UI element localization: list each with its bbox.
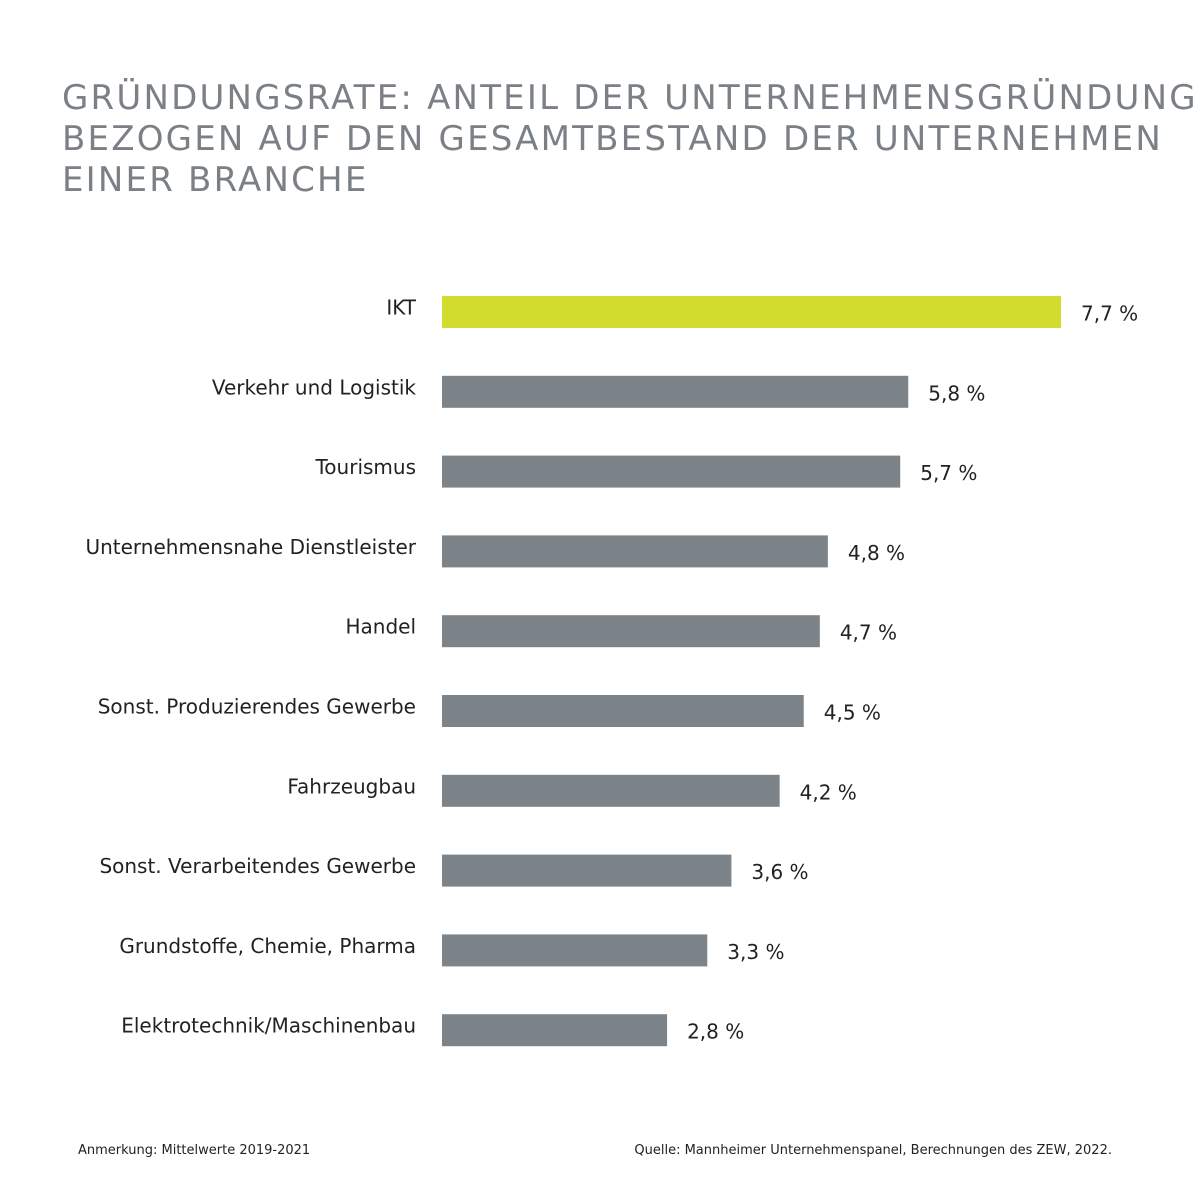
value-label-elektrotechnik-maschinenbau: 2,8 % bbox=[687, 1020, 744, 1044]
category-label-tourismus: Tourismus bbox=[314, 455, 416, 479]
bar-handel bbox=[442, 615, 820, 648]
chart-title-line-3: EINER BRANCHE bbox=[62, 160, 369, 200]
value-label-handel: 4,7 % bbox=[840, 621, 897, 645]
value-label-sonst-verarbeitendes-gewerbe: 3,6 % bbox=[751, 860, 808, 884]
value-label-tourismus: 5,7 % bbox=[920, 461, 977, 485]
value-label-sonst-produzierendes-gewerbe: 4,5 % bbox=[824, 701, 881, 725]
bar-tourismus bbox=[442, 455, 901, 488]
bar-fahrzeugbau bbox=[442, 774, 780, 807]
value-label-fahrzeugbau: 4,2 % bbox=[800, 780, 857, 804]
chart-title-line-2: BEZOGEN AUF DEN GESAMTBESTAND DER UNTERN… bbox=[62, 119, 1163, 159]
category-label-unternehmensnahe-dienstleister: Unternehmensnahe Dienstleister bbox=[85, 535, 416, 559]
bar-ikt bbox=[442, 296, 1061, 328]
value-label-unternehmensnahe-dienstleister: 4,8 % bbox=[848, 541, 905, 565]
bar-grundstoffe-chemie-pharma bbox=[442, 934, 708, 967]
bar-sonst-produzierendes-gewerbe bbox=[442, 695, 804, 727]
chart-title-line-1: GRÜNDUNGSRATE: ANTEIL DER UNTERNEHMENSGR… bbox=[62, 78, 1200, 118]
category-label-sonst-verarbeitendes-gewerbe: Sonst. Verarbeitendes Gewerbe bbox=[99, 854, 416, 878]
bar-sonst-verarbeitendes-gewerbe bbox=[442, 854, 732, 887]
value-label-verkehr-und-logistik: 5,8 % bbox=[928, 381, 985, 405]
category-label-sonst-produzierendes-gewerbe: Sonst. Produzierendes Gewerbe bbox=[98, 695, 416, 719]
category-label-elektrotechnik-maschinenbau: Elektrotechnik/Maschinenbau bbox=[121, 1014, 416, 1038]
chart-source: Quelle: Mannheimer Unternehmenspanel, Be… bbox=[634, 1143, 1112, 1158]
bar-elektrotechnik-maschinenbau bbox=[442, 1014, 668, 1047]
bar-chart: IKT 7,7 % Verkehr und Logistik 5,8 % Tourism… bbox=[85, 296, 1138, 1047]
category-label-handel: Handel bbox=[345, 615, 416, 639]
category-label-verkehr-und-logistik: Verkehr und Logistik bbox=[212, 375, 417, 399]
category-label-fahrzeugbau: Fahrzeugbau bbox=[287, 774, 416, 798]
value-label-grundstoffe-chemie-pharma: 3,3 % bbox=[727, 940, 784, 964]
chart-note: Anmerkung: Mittelwerte 2019-2021 bbox=[78, 1143, 311, 1158]
chart-title: GRÜNDUNGSRATE: ANTEIL DER UNTERNEHMENSGR… bbox=[62, 78, 1200, 201]
category-label-grundstoffe-chemie-pharma: Grundstoffe, Chemie, Pharma bbox=[119, 934, 416, 958]
bar-unternehmensnahe-dienstleister bbox=[442, 535, 828, 568]
value-label-ikt: 7,7 % bbox=[1081, 302, 1138, 326]
bar-verkehr-und-logistik bbox=[442, 375, 909, 408]
category-label-ikt: IKT bbox=[386, 296, 416, 320]
